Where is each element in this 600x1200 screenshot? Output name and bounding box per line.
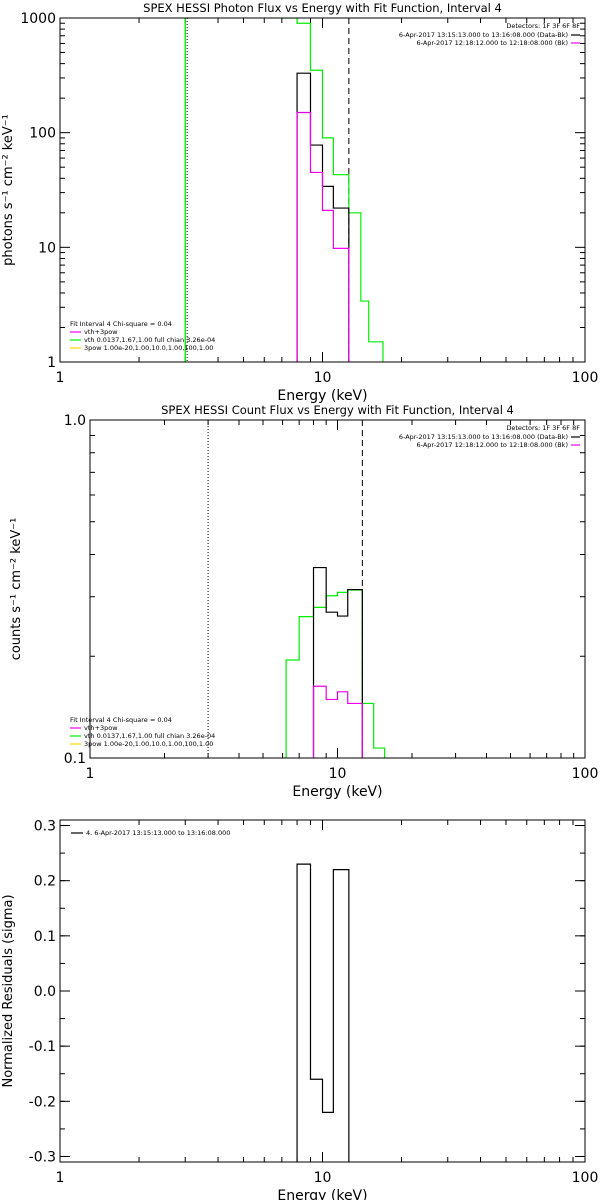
legend-entry: vth+3pow xyxy=(84,724,118,732)
legend-entry: vth 0.0137,1.67,1.00 full chian 3.26e-04 xyxy=(84,732,215,740)
y-axis-label: Normalized Residuals (sigma) xyxy=(1,894,16,1087)
series-vth xyxy=(184,18,384,362)
plot-frame xyxy=(59,17,586,363)
series-powerlaw xyxy=(296,111,350,362)
legend-entry: 4. 6-Apr-2017 13:15:13.000 to 13:16:08.0… xyxy=(86,829,230,837)
data-layer xyxy=(296,863,350,1162)
y-tick-label: 0.1 xyxy=(34,929,56,945)
chart-photon: SPEX HESSI Photon Flux vs Energy with Fi… xyxy=(1,1,598,404)
y-axis-label: counts s⁻¹ cm⁻² keV⁻¹ xyxy=(9,518,24,661)
y-tick-label: 0.2 xyxy=(34,874,56,890)
series-resid xyxy=(296,863,350,1162)
legend-entry: vth 0.0137,1.67,1.00 full chian 3.26e-04 xyxy=(84,336,215,344)
data-layer xyxy=(184,18,384,362)
x-axis-label: Energy (keV) xyxy=(277,388,367,404)
x-axis-label: Energy (keV) xyxy=(292,784,382,800)
series-data xyxy=(312,566,363,758)
x-tick-label: 100 xyxy=(572,1170,599,1186)
x-tick-label: 10 xyxy=(329,766,347,782)
legend-detectors-header: Detectors: 1F 3F 6F 8F xyxy=(506,424,580,432)
plot-frame xyxy=(89,419,586,759)
legend-entry: 6-Apr-2017 13:15:13.000 to 13:16:08.000 … xyxy=(399,433,568,441)
legend-entry: 3pow 1.00e-20,1.00,10.0,1.00,100,1.00 xyxy=(84,740,213,748)
x-tick-label: 10 xyxy=(314,1170,332,1186)
legend-entry: vth+3pow xyxy=(84,328,118,336)
y-tick-label: 1000 xyxy=(20,11,56,27)
y-tick-label: 0.3 xyxy=(34,819,56,835)
data-layer xyxy=(207,420,386,758)
y-tick-label: 100 xyxy=(29,126,56,142)
legend-entry: 6-Apr-2017 12:18:12.000 to 12:18:08.000 … xyxy=(417,39,568,47)
legend-entry: 3pow 1.00e-20,1.00,10.0,1.00,100,1.00 xyxy=(84,344,213,352)
y-tick-label: 0.1 xyxy=(64,751,86,767)
x-tick-label: 100 xyxy=(572,766,599,782)
chart-count: SPEX HESSI Count Flux vs Energy with Fit… xyxy=(9,403,598,800)
y-tick-label: -0.1 xyxy=(29,1039,56,1055)
x-tick-label: 1 xyxy=(86,766,95,782)
chart-resid: 1 10 100 -0.3 -0.2 -0.1 0.0 0.1 0.2 0.3 Energy (ke… xyxy=(1,819,598,1200)
y-tick-label: 0.0 xyxy=(34,984,56,1000)
legend-detectors-header: Detectors: 1F 3F 6F 8F xyxy=(506,22,580,30)
x-tick-label: 1 xyxy=(56,370,65,386)
y-tick-label: -0.2 xyxy=(29,1094,56,1110)
x-tick-label: 1 xyxy=(56,1170,65,1186)
series-vth xyxy=(285,589,386,758)
plot-frame xyxy=(59,819,586,1163)
x-axis-label: Energy (keV) xyxy=(277,1188,367,1200)
y-tick-label: 10 xyxy=(38,240,56,256)
y-axis-label: photons s⁻¹ cm⁻² keV⁻¹ xyxy=(1,114,16,266)
legend-fit-header: Fit Interval 4 Chi-square = 0.04 xyxy=(70,320,172,328)
y-tick-label: -0.3 xyxy=(29,1149,56,1165)
chart-title: SPEX HESSI Photon Flux vs Energy with Fi… xyxy=(143,1,502,15)
legend-entry: 6-Apr-2017 12:18:12.000 to 12:18:08.000 … xyxy=(417,441,568,449)
legend-fit-header: Fit Interval 4 Chi-square = 0.04 xyxy=(70,716,172,724)
y-tick-label: 1.0 xyxy=(64,413,86,429)
chart-title: SPEX HESSI Count Flux vs Energy with Fit… xyxy=(161,403,514,417)
x-tick-label: 10 xyxy=(314,370,332,386)
y-tick-label: 1 xyxy=(47,355,56,371)
series-powerlaw xyxy=(312,685,363,758)
series-data xyxy=(296,72,350,362)
x-tick-label: 100 xyxy=(572,370,599,386)
legend-entry: 6-Apr-2017 13:15:13.000 to 13:16:08.000 … xyxy=(399,31,568,39)
